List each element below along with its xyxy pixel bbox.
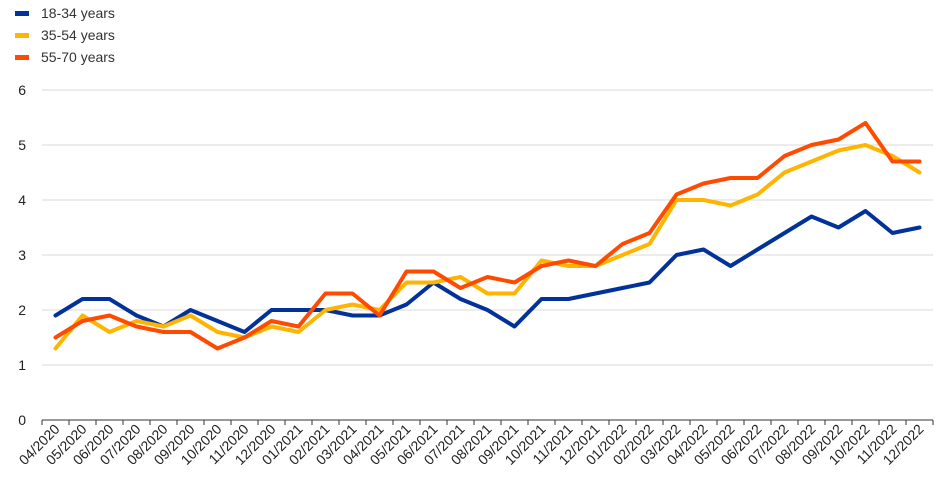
y-tick-label: 3 (18, 247, 26, 263)
y-tick-label: 6 (18, 82, 26, 98)
series-lines (53, 121, 922, 351)
legend-label-18-34: 18-34 years (41, 5, 115, 21)
y-tick-label: 0 (18, 412, 26, 428)
x-axis: 04/202005/202006/202007/202008/202009/20… (16, 419, 934, 468)
y-axis-tick-labels: 0 1 2 3 4 5 6 (18, 82, 26, 428)
legend-label-35-54: 35-54 years (41, 27, 115, 43)
legend-swatch-55-70 (15, 54, 29, 60)
y-tick-label: 1 (18, 357, 26, 373)
legend-label-55-70: 55-70 years (41, 49, 115, 65)
series-line-35-54-years (53, 143, 922, 351)
y-tick-label: 5 (18, 137, 26, 153)
legend-item-18-34: 18-34 years (15, 2, 115, 24)
legend-swatch-35-54 (15, 32, 29, 38)
legend-item-55-70: 55-70 years (15, 46, 115, 68)
series-line-55-70-years (53, 121, 922, 351)
gridlines (42, 89, 933, 366)
y-tick-label: 4 (18, 192, 26, 208)
y-tick-label: 2 (18, 302, 26, 318)
legend-swatch-18-34 (15, 10, 29, 16)
legend-item-35-54: 35-54 years (15, 24, 115, 46)
series-line-18-34-years (53, 209, 922, 334)
chart-legend: 18-34 years 35-54 years 55-70 years (15, 2, 115, 68)
